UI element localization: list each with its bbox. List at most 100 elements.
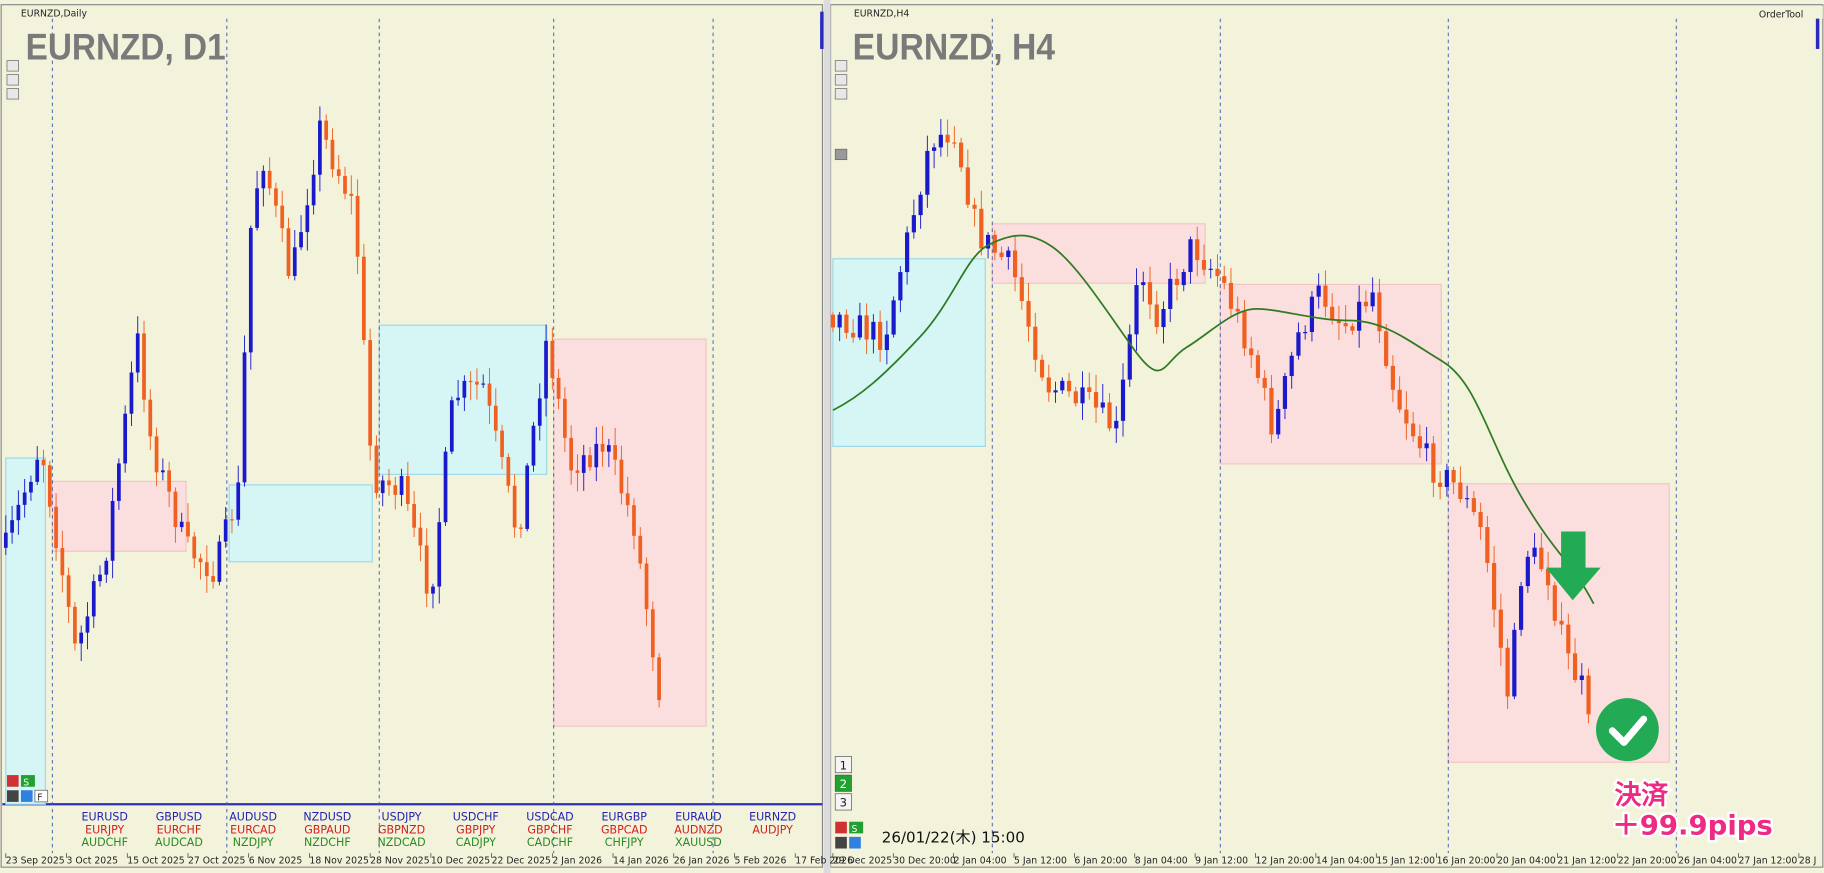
timeframe-label[interactable]: 2 [840,777,847,791]
symbol[interactable]: CHFJPY [605,836,644,849]
symbol[interactable]: GBPAUD [304,823,350,836]
symbol[interactable]: GBPJPY [456,823,495,836]
timeframe-button[interactable] [834,756,852,774]
candle-body [311,174,316,206]
button[interactable] [6,790,19,802]
candle-body [1168,278,1173,310]
toolbar-label[interactable]: OrderTool [1759,9,1803,20]
candle-body [223,519,228,542]
symbol[interactable]: AUDUSD [229,811,277,824]
button[interactable] [6,74,19,86]
candle-body [1559,620,1564,625]
candle-body [1465,498,1470,500]
candle-body [1282,376,1288,409]
timeframe-label[interactable]: 1 [840,758,847,772]
candle-body [85,616,90,633]
button[interactable] [835,836,847,849]
symbol[interactable]: USDCAD [526,811,573,824]
candle-body [142,333,146,400]
button[interactable] [6,88,19,100]
timeframe-button[interactable] [834,793,852,811]
candle-body [1181,271,1186,286]
button[interactable] [849,836,861,849]
candle-body [1458,482,1463,499]
candle-body [837,314,842,328]
symbol[interactable]: AUDJPY [752,823,793,836]
candle-body [1411,423,1416,437]
candle-body [1512,629,1517,697]
candle-body [1316,285,1321,297]
scale-buttons[interactable] [6,60,848,161]
symbol[interactable]: AUDCHF [81,836,127,849]
symbol[interactable]: EURUSD [82,811,128,824]
x-axis-label: 20 Jan 04:00 [1497,856,1556,867]
candle-body [217,541,222,582]
button[interactable] [835,821,847,834]
button[interactable] [834,148,848,161]
symbol[interactable]: NZDJPY [233,836,274,849]
button[interactable] [849,821,864,834]
button[interactable] [6,775,19,787]
symbol[interactable]: XAUUSD [675,836,722,849]
symbol[interactable]: EURJPY [85,823,124,836]
symbol[interactable]: GBPCHF [527,823,572,836]
result-value: ＋99.9pips [1612,811,1773,842]
candle-body [330,139,335,170]
candle-body [1370,292,1375,307]
candle-body [985,234,991,249]
candle-body [1390,365,1395,390]
symbol[interactable]: GBPNZD [378,823,425,836]
button[interactable] [34,789,49,803]
x-axis-label: 5 Jan 12:00 [1014,856,1067,867]
symbol[interactable]: CADCHF [527,836,573,849]
candle-body [606,445,611,452]
button-label[interactable]: S [852,824,858,835]
button[interactable] [834,88,848,100]
candle-body [500,430,504,458]
candle-body [871,321,876,340]
candle-body [475,381,479,385]
candle-body [186,521,190,537]
candle-body [481,383,486,385]
button[interactable] [20,775,35,787]
symbol[interactable]: GBPUSD [156,811,202,824]
x-axis-label: 8 Jan 04:00 [1135,856,1188,867]
symbol[interactable]: GBPCAD [601,823,648,836]
candle-body [844,314,849,333]
candle-body [864,315,869,340]
candle-body [198,558,203,563]
symbol[interactable]: EURNZD [749,811,796,824]
symbol[interactable]: AUDCAD [155,836,203,849]
symbol[interactable]: AUDNZD [674,823,722,836]
symbol[interactable]: NZDCAD [378,836,426,849]
symbol[interactable]: EURGBP [601,811,647,824]
timeframe-label[interactable]: 3 [840,796,847,810]
candle-body [362,256,366,341]
symbol[interactable]: USDCHF [453,811,499,824]
button[interactable] [20,790,33,802]
candle-body [1451,469,1456,483]
symbol[interactable]: NZDCHF [304,836,351,849]
symbol[interactable]: USDJPY [382,811,422,824]
button[interactable] [834,74,848,86]
candle-body [550,340,555,378]
symbol[interactable]: EURCHF [157,823,202,836]
button[interactable] [6,60,19,72]
toolbox [6,775,864,849]
symbol[interactable]: NZDUSD [303,811,351,824]
candle-body [35,459,40,482]
candle-body [958,142,964,168]
button[interactable] [834,60,848,72]
button-label[interactable]: S [23,778,29,789]
symbol[interactable]: CADJPY [456,836,496,849]
button-label[interactable]: F [37,793,42,804]
candle-body [336,169,341,176]
candle-body [318,120,322,175]
timeframe-button[interactable] [834,774,852,792]
symbol[interactable]: EURCAD [230,823,276,836]
candle-body [851,332,856,338]
candle-body [1397,389,1402,410]
symbol[interactable]: EURAUD [675,811,721,824]
period-separators [51,18,1677,854]
